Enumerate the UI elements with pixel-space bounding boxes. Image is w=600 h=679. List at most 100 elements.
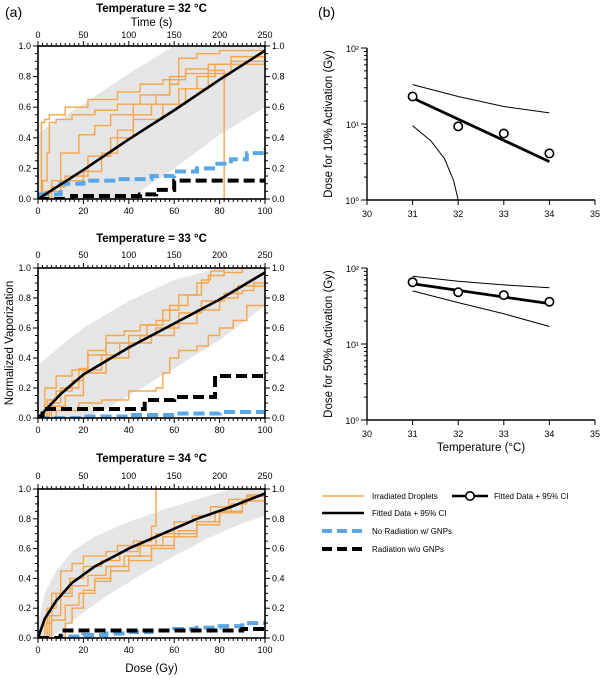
x-tick-label: 33 — [499, 429, 509, 439]
data-point — [498, 128, 509, 139]
x-tick-label: 100 — [257, 206, 272, 216]
top-tick-label: 200 — [212, 250, 227, 260]
y-tick-label: 0.8 — [18, 72, 31, 82]
top-tick-label: 50 — [78, 30, 88, 40]
y2-tick-label: 0.2 — [272, 163, 285, 173]
top-tick-label: 250 — [257, 30, 272, 40]
x-tick-label: 34 — [544, 209, 554, 219]
fit-line — [412, 96, 550, 163]
plot-area — [38, 268, 265, 418]
y2-tick-label: 0.0 — [272, 194, 285, 204]
radiation-wo-gnps-trace — [38, 374, 265, 418]
legend-no-radiation-label: No Radiation w/ GNPs — [372, 527, 452, 536]
top-tick-label: 100 — [121, 471, 136, 481]
top-tick-label: 250 — [257, 250, 272, 260]
y-tick-label: 0.2 — [18, 383, 31, 393]
data-point — [498, 290, 509, 301]
y2-tick-label: 0.6 — [272, 323, 285, 333]
x-axis-label: Temperature (°C) — [437, 442, 525, 454]
y-tick-label: 10¹ — [346, 120, 359, 130]
droplet-trace-5 — [38, 268, 265, 418]
y-axis-label: Dose for 50% Activation (Gy) — [323, 270, 335, 418]
y-tick-label: 10⁰ — [345, 196, 359, 206]
legend-irradiated: Irradiated Droplets — [322, 492, 438, 501]
activation-plot-1: 30 31 32 33 34 35 10⁰ 10¹ 10² Dose for 10% Activa… — [323, 44, 600, 219]
legend-radiation-wo-label: Radiation w/o GNPs — [372, 545, 444, 554]
y-tick-label: 0.6 — [18, 102, 31, 112]
y-tick-label: 0.6 — [18, 544, 31, 554]
y2-tick-label: 1.0 — [272, 263, 285, 273]
x-tick-label: 35 — [590, 429, 600, 439]
ci-lower-line — [412, 125, 459, 200]
top-tick-label: 100 — [121, 30, 136, 40]
droplet-trace-1 — [38, 58, 265, 199]
top-tick-label: 200 — [212, 30, 227, 40]
legend-no-radiation: No Radiation w/ GNPs — [322, 527, 452, 536]
y-tick-label: 10² — [346, 44, 359, 54]
dose-plot-2: 0 20 40 60 80 100 0 50 100 150 200 250 0.0 0.0 0.2 0.2 0… — [18, 233, 284, 435]
x-tick-label: 100 — [257, 645, 272, 655]
plot-area — [412, 275, 550, 327]
y2-tick-label: 1.0 — [272, 41, 285, 51]
y2-tick-label: 0.4 — [272, 353, 285, 363]
radiation-wo-gnps-trace — [38, 627, 265, 638]
data-point — [544, 148, 555, 159]
x-tick-label: 31 — [408, 429, 418, 439]
no-radiation-trace — [38, 148, 265, 197]
y2-tick-label: 0.6 — [272, 544, 285, 554]
y-tick-label: 1.0 — [18, 41, 31, 51]
y2-tick-label: 0.8 — [272, 514, 285, 524]
y-tick-label: 0.2 — [18, 603, 31, 613]
droplet-trace-5 — [38, 491, 265, 638]
plot-area — [38, 489, 265, 638]
x-tick-label: 20 — [78, 645, 88, 655]
y-tick-label: 10² — [346, 264, 359, 274]
x-tick-label: 40 — [124, 645, 134, 655]
x-tick-label: 60 — [169, 425, 179, 435]
panel-a-label: (a) — [5, 4, 22, 20]
data-point — [453, 287, 464, 298]
x-tick-label: 80 — [215, 645, 225, 655]
top-tick-label: 50 — [78, 471, 88, 481]
x-tick-label: 60 — [169, 645, 179, 655]
x-tick-label: 40 — [124, 206, 134, 216]
data-point — [407, 91, 418, 102]
x-tick-label: 32 — [453, 429, 463, 439]
plot-area — [38, 46, 265, 199]
dose-plot-1: 0 20 40 60 80 100 0 50 100 150 200 250 0.0 0.0 0.2 0.2 0… — [18, 3, 284, 216]
y-tick-label: 0.0 — [18, 194, 31, 204]
legend-fitted-b-marker — [464, 490, 475, 501]
y2-tick-label: 0.4 — [272, 133, 285, 143]
x-tick-label: 0 — [35, 645, 40, 655]
top-tick-label: 0 — [35, 30, 40, 40]
x-tick-label: 20 — [78, 425, 88, 435]
x-tick-label: 31 — [408, 209, 418, 219]
data-point — [544, 296, 555, 307]
data-point — [453, 121, 464, 132]
y-tick-label: 0.0 — [18, 413, 31, 423]
droplet-trace-3 — [38, 53, 265, 199]
y-tick-label: 0.4 — [18, 573, 31, 583]
y2-tick-label: 0.0 — [272, 633, 285, 643]
droplet-trace-3 — [38, 272, 265, 418]
top-tick-label: 250 — [257, 471, 272, 481]
x-tick-label: 100 — [257, 425, 272, 435]
x-tick-label: 60 — [169, 206, 179, 216]
top-tick-label: 100 — [121, 250, 136, 260]
fit-line — [412, 282, 550, 305]
top-tick-label: 200 — [212, 471, 227, 481]
legend-radiation-wo: Radiation w/o GNPs — [322, 545, 444, 554]
plot-area — [412, 84, 550, 200]
x-tick-label: 0 — [35, 206, 40, 216]
top-axis-label: Time (s) — [131, 17, 173, 29]
legend: Irradiated Droplets Fitted Data + 95% CI N… — [322, 490, 568, 554]
top-tick-label: 150 — [167, 250, 182, 260]
plot-title: Temperature = 33 °C — [96, 233, 207, 245]
y-tick-label: 0.8 — [18, 293, 31, 303]
fit-line — [38, 49, 265, 199]
legend-fitted: Fitted Data + 95% CI — [322, 509, 446, 518]
x-tick-label: 30 — [362, 209, 372, 219]
y2-tick-label: 0.4 — [272, 573, 285, 583]
